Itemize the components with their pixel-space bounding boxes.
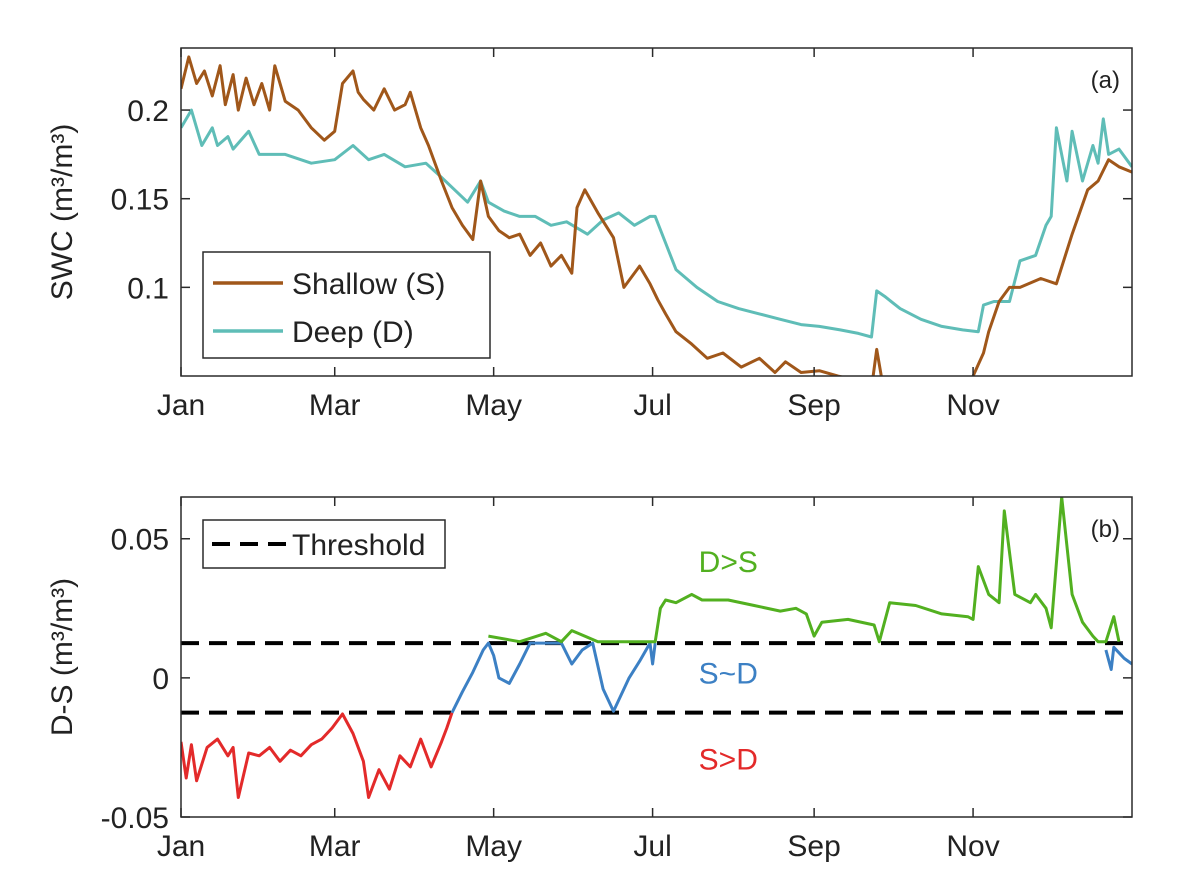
y-tick-label: 0.2: [127, 95, 169, 128]
region-label: S~D: [699, 657, 758, 690]
legend-label-threshold: Threshold: [292, 529, 425, 562]
x-tick-label: Nov: [946, 389, 999, 422]
panel-a-series-lines: [181, 55, 1132, 376]
x-tick-label: Jan: [157, 389, 205, 422]
region-label: S>D: [699, 744, 758, 777]
s-gt-d-series-line: [181, 712, 454, 799]
panel-b-frame: [180, 496, 1133, 818]
region-annotations: D>S S~D S>D: [699, 546, 758, 777]
panel-b-y-axis-label: D-S (m³/m³): [46, 578, 79, 736]
y-tick-label: 0.05: [111, 524, 169, 557]
y-tick-label: 0.15: [111, 184, 169, 217]
x-tick-label: May: [465, 830, 522, 863]
panel-a-legend: Shallow (S) Deep (D): [202, 251, 491, 359]
panel-a-swc-chart: Jan Mar May Jul Sep Nov 0.1 0.15 0.2 (a) SWC (m³…: [46, 47, 1133, 422]
y-tick-label: -0.05: [101, 802, 169, 835]
region-label: D>S: [699, 546, 758, 579]
x-tick-label: Mar: [309, 389, 361, 422]
s-approx-d-end-series-line: [1104, 645, 1132, 671]
legend-box: [202, 251, 491, 359]
panel-b-difference-chart: Jan Mar May Jul Sep Nov -0.05 0 0.05 (b) D-S (m³…: [46, 496, 1133, 863]
panel-b-ticks: Jan Mar May Jul Sep Nov -0.05 0 0.05: [101, 497, 1132, 863]
x-tick-label: Sep: [787, 830, 840, 863]
panel-b-legend: Threshold: [202, 519, 446, 569]
d-gt-s-series-line: [488, 497, 1121, 644]
shallow-series-line: [181, 55, 1132, 376]
x-tick-label: May: [465, 389, 522, 422]
panel-a-tag: (a): [1091, 67, 1120, 94]
panel-b-tag: (b): [1091, 516, 1120, 543]
legend-label-deep: Deep (D): [292, 316, 414, 349]
x-tick-label: Jul: [633, 389, 671, 422]
panel-b-series-lines: [181, 497, 1132, 799]
deep-series-line: [181, 108, 1132, 339]
x-tick-label: Mar: [309, 830, 361, 863]
y-tick-label: 0: [152, 663, 169, 696]
panel-a-ticks: Jan Mar May Jul Sep Nov 0.1 0.15 0.2: [111, 48, 1132, 422]
x-tick-label: Jul: [633, 830, 671, 863]
legend-label-shallow: Shallow (S): [292, 268, 445, 301]
x-tick-label: Nov: [946, 830, 999, 863]
threshold-lines: [181, 641, 1132, 715]
x-tick-label: Sep: [787, 389, 840, 422]
x-tick-label: Jan: [157, 830, 205, 863]
panel-a-frame: [180, 47, 1133, 377]
y-tick-label: 0.1: [127, 272, 169, 305]
panel-a-y-axis-label: SWC (m³/m³): [46, 124, 79, 301]
s-approx-d-series-line: [450, 641, 657, 714]
